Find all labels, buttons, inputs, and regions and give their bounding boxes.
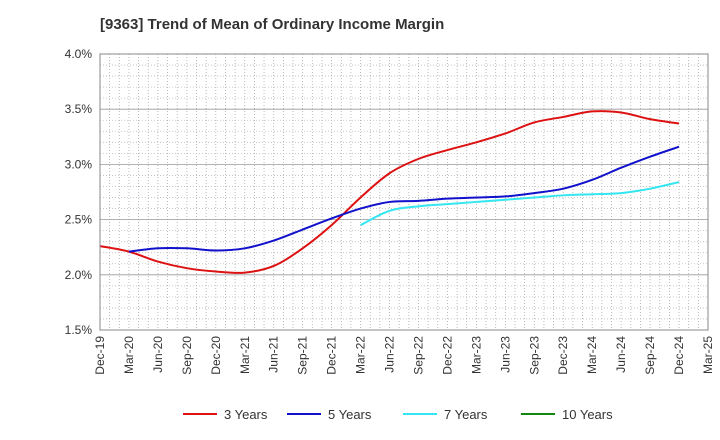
y-tick-label: 2.5% <box>65 213 93 227</box>
x-tick-label: Jun-20 <box>151 336 165 373</box>
x-tick-label: Jun-23 <box>498 336 512 373</box>
y-axis: 1.5% 2.0% 2.5% 3.0% 3.5% 4.0% <box>65 47 93 337</box>
chart-title: [9363] Trend of Mean of Ordinary Income … <box>100 16 444 33</box>
x-tick-label: Mar-22 <box>354 336 368 374</box>
legend: 3 Years 5 Years 7 Years 10 Years <box>183 407 613 422</box>
x-tick-label: Mar-25 <box>701 336 715 374</box>
legend-label: 5 Years <box>328 407 372 422</box>
x-tick-label: Dec-22 <box>440 336 454 375</box>
x-tick-label: Dec-19 <box>93 336 107 375</box>
y-tick-label: 3.0% <box>65 157 93 171</box>
x-tick-label: Dec-24 <box>672 336 686 375</box>
plot-frame <box>99 53 709 331</box>
y-tick-label: 4.0% <box>65 47 93 61</box>
x-tick-label: Sep-23 <box>527 336 541 375</box>
series-lines <box>99 110 680 274</box>
series-line-7-years <box>360 181 680 227</box>
legend-label: 7 Years <box>444 407 488 422</box>
y-tick-label: 1.5% <box>65 323 93 337</box>
x-tick-label: Sep-24 <box>643 336 657 375</box>
x-axis: Dec-19 Mar-20 Jun-20 Sep-20 Dec-20 Mar-21 Jun-… <box>93 336 715 375</box>
series-line-5-years <box>128 145 680 253</box>
grid-lines <box>100 54 708 330</box>
x-tick-label: Mar-21 <box>238 336 252 374</box>
x-tick-label: Sep-21 <box>296 336 310 375</box>
x-tick-label: Mar-20 <box>122 336 136 374</box>
x-tick-label: Dec-20 <box>209 336 223 375</box>
legend-label: 3 Years <box>224 407 268 422</box>
x-tick-label: Mar-23 <box>469 336 483 374</box>
x-tick-label: Dec-21 <box>325 336 339 375</box>
x-tick-label: Sep-22 <box>411 336 425 375</box>
x-tick-label: Sep-20 <box>180 336 194 375</box>
y-tick-label: 2.0% <box>65 268 93 282</box>
x-tick-label: Mar-24 <box>585 336 599 374</box>
x-tick-label: Jun-21 <box>267 336 281 373</box>
legend-label: 10 Years <box>562 407 613 422</box>
x-tick-label: Dec-23 <box>556 336 570 375</box>
x-tick-label: Jun-24 <box>614 336 628 373</box>
x-tick-label: Jun-22 <box>383 336 397 373</box>
series-line-3-years <box>99 110 680 274</box>
y-tick-label: 3.5% <box>65 102 93 116</box>
